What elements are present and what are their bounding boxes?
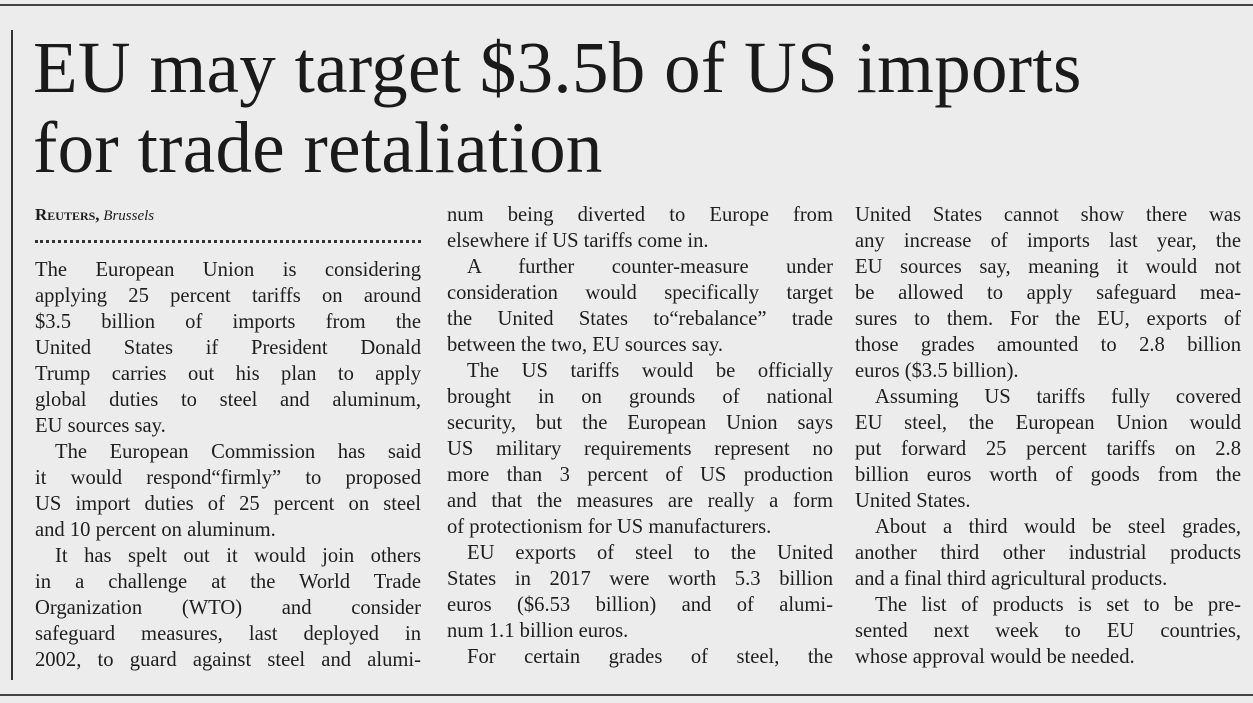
text-line: A further counter-measure under	[467, 256, 833, 278]
text-line: US import duties of 25 percent on steel	[35, 493, 421, 515]
paragraph: The European Commission has said it would…	[35, 439, 421, 543]
text-line: any increase of imports last year, the	[855, 230, 1241, 252]
column-body: The European Union is considering applyin…	[35, 257, 421, 673]
text-line: EU sources say, meaning it would not	[855, 256, 1241, 278]
byline: Reuters, Brussels	[35, 202, 421, 228]
text-line: security, but the European Union says	[447, 412, 833, 434]
paragraph: A further counter-measure under considera…	[447, 254, 833, 358]
text-line: United States.	[855, 490, 971, 512]
text-line: euros ($3.5 billion).	[855, 360, 1019, 382]
text-line: whose approval would be needed.	[855, 646, 1135, 668]
text-line: United States if President Donald	[35, 337, 421, 359]
dotted-divider	[35, 236, 421, 243]
text-line: global duties to steel and aluminum,	[35, 389, 421, 411]
text-line: num being diverted to Europe from	[447, 204, 833, 226]
column-rule	[11, 30, 13, 680]
text-line: between the two, EU sources say.	[447, 334, 724, 356]
text-line: Assuming US tariffs fully covered	[875, 386, 1241, 408]
paragraph: For certain grades of steel, the	[447, 644, 833, 670]
text-line: United States cannot show there was	[855, 204, 1241, 226]
text-line: and 10 percent on aluminum.	[35, 519, 276, 541]
text-line: another third other industrial products	[855, 542, 1241, 564]
text-line: EU exports of steel to the United	[467, 542, 833, 564]
byline-agency: Reuters,	[35, 205, 100, 224]
text-line: those grades amounted to 2.8 billion	[855, 334, 1241, 356]
headline: EU may target $3.5b of US imports for tr…	[33, 28, 1248, 188]
text-line: be allowed to apply safeguard mea-	[855, 282, 1241, 304]
column-body: United States cannot show there was any i…	[855, 202, 1241, 670]
text-line: billion euros worth of goods from the	[855, 464, 1241, 486]
text-line: $3.5 billion of imports from the	[35, 311, 421, 333]
text-line: States in 2017 were worth 5.3 billion	[447, 568, 833, 590]
paragraph: It has spelt out it would join others in …	[35, 543, 421, 673]
text-line: Trump carries out his plan to apply	[35, 363, 421, 385]
paragraph: The US tariffs would be officially brough…	[447, 358, 833, 540]
text-line: more than 3 percent of US production	[447, 464, 833, 486]
paragraph: The European Union is considering applyin…	[35, 257, 421, 439]
article-column-2: num being diverted to Europe from elsewhe…	[447, 202, 833, 670]
bottom-rule	[0, 694, 1253, 696]
text-line: safeguard measures, last deployed in	[35, 623, 421, 645]
paragraph: Assuming US tariffs fully covered EU stee…	[855, 384, 1241, 514]
text-line: sented next week to EU countries,	[855, 620, 1241, 642]
text-line: elsewhere if US tariffs come in.	[447, 230, 709, 252]
text-line: The European Commission has said	[55, 441, 421, 463]
text-line: For certain grades of steel, the	[467, 646, 833, 668]
text-line: it would respond“firmly” to proposed	[35, 467, 421, 489]
text-line: the United States to“rebalance” trade	[447, 308, 833, 330]
text-line: and that the measures are really a form	[447, 490, 833, 512]
byline-place: Brussels	[103, 208, 155, 224]
paragraph: EU exports of steel to the United States …	[447, 540, 833, 644]
paragraph: num being diverted to Europe from elsewhe…	[447, 202, 833, 254]
headline-line-1: EU may target $3.5b of US imports	[33, 27, 1082, 108]
text-line: applying 25 percent tariffs on around	[35, 285, 421, 307]
text-line: US military requirements represent no	[447, 438, 833, 460]
text-line: It has spelt out it would join others	[55, 545, 421, 567]
paragraph: United States cannot show there was any i…	[855, 202, 1241, 384]
paragraph: About a third would be steel grades, anot…	[855, 514, 1241, 592]
article-column-1: Reuters, Brussels The European Union is …	[35, 202, 421, 673]
top-rule	[0, 4, 1253, 6]
text-line: EU sources say.	[35, 415, 166, 437]
text-line: consideration would specifically target	[447, 282, 833, 304]
headline-line-2: for trade retaliation	[33, 107, 603, 188]
text-line: brought in on grounds of national	[447, 386, 833, 408]
text-line: 2002, to guard against steel and alumi-	[35, 649, 421, 671]
text-line: About a third would be steel grades,	[875, 516, 1241, 538]
text-line: in a challenge at the World Trade	[35, 571, 421, 593]
text-line: The European Union is considering	[35, 259, 421, 281]
article-column-3: United States cannot show there was any i…	[855, 202, 1241, 670]
text-line: sures to them. For the EU, exports of	[855, 308, 1241, 330]
text-line: of protectionism for US manufacturers.	[447, 516, 772, 538]
text-line: The US tariffs would be officially	[467, 360, 833, 382]
text-line: Organization (WTO) and consider	[35, 597, 421, 619]
text-line: and a final third agricultural products.	[855, 568, 1168, 590]
column-body: num being diverted to Europe from elsewhe…	[447, 202, 833, 670]
text-line: num 1.1 billion euros.	[447, 620, 629, 642]
text-line: euros ($6.53 billion) and of alumi-	[447, 594, 833, 616]
text-line: put forward 25 percent tariffs on 2.8	[855, 438, 1241, 460]
text-line: The list of products is set to be pre-	[875, 594, 1241, 616]
paragraph: The list of products is set to be pre-se…	[855, 592, 1241, 670]
text-line: EU steel, the European Union would	[855, 412, 1241, 434]
